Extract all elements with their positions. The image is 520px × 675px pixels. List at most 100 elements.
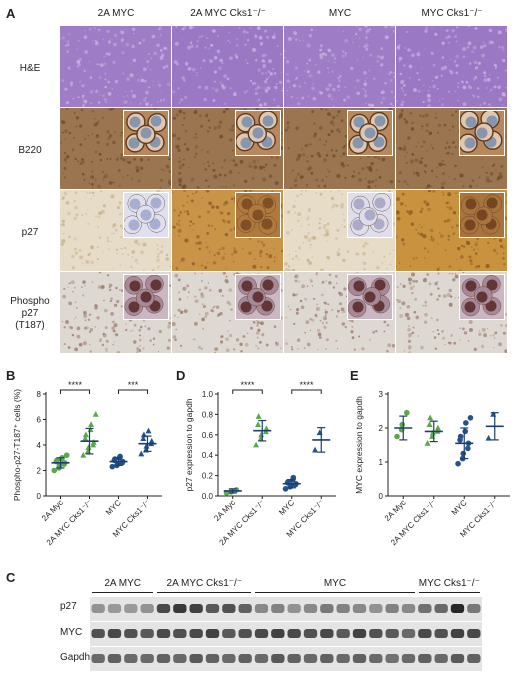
micrograph-tile: [172, 108, 283, 189]
blot-band: [418, 629, 432, 638]
blot-band: [107, 654, 122, 663]
blot-band: [238, 629, 252, 638]
data-point: [138, 450, 145, 457]
blot-band: [385, 629, 399, 638]
micrograph-inset: [123, 274, 169, 320]
blot-band: [140, 604, 154, 613]
blot-band: [254, 654, 269, 663]
blot-band: [336, 604, 350, 613]
micrograph-inset: [347, 110, 393, 156]
blot-band: [401, 629, 416, 638]
data-point: [467, 415, 474, 421]
blot-band: [140, 629, 154, 638]
x-tick-label: 2A Myc: [383, 498, 408, 523]
blot-band: [336, 629, 350, 638]
micrograph-tile: [396, 190, 507, 271]
blot-band: [107, 629, 122, 638]
panel-e-letter: E: [350, 368, 359, 383]
blot-band: [467, 629, 481, 638]
blot-band: [238, 654, 252, 663]
blot-band: [91, 654, 105, 663]
micrograph-tile: [396, 108, 507, 189]
micrograph-tile: [396, 272, 507, 353]
y-tick-label: 1.0: [202, 390, 214, 399]
panel-d-letter: D: [176, 368, 186, 383]
data-point: [258, 431, 265, 438]
data-point: [255, 421, 262, 427]
blot-band: [140, 654, 154, 663]
blot-band: [336, 654, 350, 663]
y-tick-label: 6: [37, 416, 42, 425]
data-point: [465, 445, 471, 452]
blot-group-label: MYC Cks1⁻/⁻: [418, 578, 480, 589]
blot-band: [156, 604, 171, 613]
blot-band: [205, 629, 220, 638]
y-axis-label: MYC expression to gapdh: [354, 396, 364, 494]
significance-bracket: [291, 389, 322, 394]
micrograph-inset: [235, 110, 281, 156]
blot-band: [369, 629, 383, 638]
blot-band: [189, 629, 203, 638]
blot-band: [303, 654, 318, 663]
blot-band: [173, 604, 187, 613]
blot-label-gapdh: Gapdh: [60, 652, 91, 663]
row-label-b220: B220: [18, 145, 42, 156]
y-tick-label: 3: [379, 390, 384, 399]
row-label-phospho-p27: Phospho p27 (T187): [10, 296, 50, 331]
micrograph-inset: [235, 192, 281, 238]
blot-band: [467, 654, 481, 663]
micrograph-inset: [459, 274, 505, 320]
blot-band: [124, 604, 138, 613]
micrograph-inset: [458, 109, 505, 156]
data-point: [290, 474, 297, 481]
blot-band: [205, 654, 220, 663]
y-tick-label: 4: [37, 441, 42, 450]
data-point: [63, 452, 70, 458]
data-point: [80, 451, 87, 458]
y-tick-label: 1: [379, 458, 384, 467]
chart-d: 0.0 0.2 0.4 0.6 0.8 1.0 p27 expression to gapd…: [184, 380, 336, 547]
micrograph-tile: [172, 26, 283, 107]
blot-group-line: [157, 592, 252, 593]
blot-band: [287, 629, 301, 638]
data-point: [82, 435, 89, 442]
micrograph-tile: [172, 272, 283, 353]
blot-label-myc: MYC: [60, 627, 83, 638]
data-point: [399, 421, 406, 428]
blot-band: [401, 604, 416, 613]
micrograph-inset: [235, 274, 281, 320]
blot-band: [271, 629, 285, 638]
y-tick-label: 0.6: [202, 431, 214, 440]
significance-bracket: [118, 389, 148, 394]
blot-band: [173, 629, 187, 638]
micrograph-tile: [60, 26, 171, 107]
blot-band: [222, 654, 236, 663]
y-tick-label: 0.4: [202, 451, 214, 460]
column-header-myc: MYC: [328, 8, 352, 19]
blot-band: [352, 629, 367, 638]
data-point: [460, 450, 467, 457]
blot-band: [434, 654, 448, 663]
blot-band: [303, 629, 318, 638]
panel-a-letter: A: [6, 6, 16, 21]
significance-label: ***: [128, 380, 139, 390]
significance-label: ****: [240, 380, 255, 390]
data-point: [88, 421, 95, 427]
blot-band: [287, 604, 301, 613]
blot-band: [450, 604, 465, 613]
significance-label: ****: [299, 380, 314, 390]
y-tick-label: 0: [379, 492, 384, 501]
blot-band: [205, 604, 220, 613]
data-point: [404, 409, 410, 416]
data-point: [92, 411, 99, 417]
blot-group-label: MYC: [323, 578, 347, 589]
column-header-2a-myc: 2A MYC: [97, 8, 135, 19]
micrograph-tile: [60, 190, 171, 271]
blot-group-line: [92, 592, 154, 593]
data-point: [424, 440, 431, 446]
data-point: [426, 421, 433, 427]
x-tick-label: 2A Myc: [40, 498, 65, 523]
data-point: [485, 434, 492, 441]
y-axis-label: p27 expression to gapdh: [184, 398, 194, 491]
